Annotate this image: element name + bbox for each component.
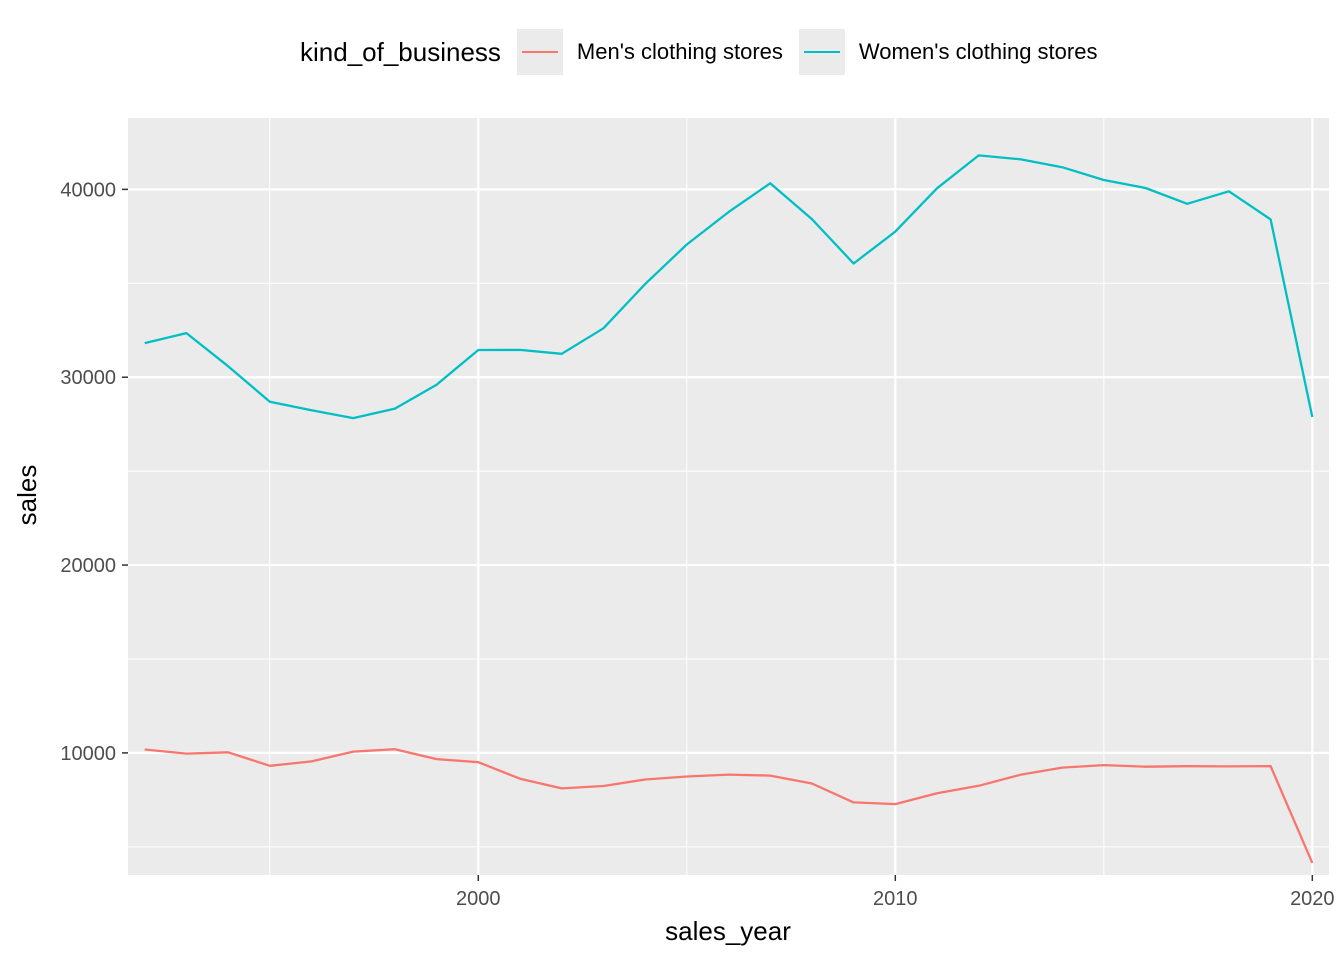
- x-tick-label: 2010: [873, 888, 918, 910]
- legend-title: kind_of_business: [300, 36, 501, 67]
- plot-panel: [128, 118, 1329, 875]
- x-axis-title: sales_year: [665, 916, 791, 946]
- legend-label-mens: Men's clothing stores: [576, 39, 783, 64]
- minor-gridlines: [128, 118, 1329, 875]
- y-tick-label: 20000: [60, 555, 116, 577]
- legend-key-mens: [516, 29, 563, 75]
- legend-label-womens: Women's clothing stores: [858, 39, 1098, 64]
- legend-item-mens: Men's clothing stores: [516, 29, 791, 75]
- y-tick-label: 10000: [60, 743, 116, 765]
- legend: kind_of_business Men's clothing stores W…: [300, 28, 1113, 76]
- y-tick-label: 40000: [60, 179, 116, 201]
- series-line-1: [144, 154, 1314, 420]
- series-lines: [144, 154, 1314, 864]
- legend-swatch-mens: [521, 51, 558, 53]
- major-gridlines: [128, 118, 1329, 875]
- y-tick-label: 30000: [60, 367, 116, 389]
- legend-key-womens: [798, 29, 845, 75]
- x-axis: 2000 2010 2020: [456, 875, 1335, 910]
- x-tick-label: 2020: [1290, 888, 1335, 910]
- legend-item-womens: Women's clothing stores: [798, 29, 1106, 75]
- y-axis-title: sales: [12, 465, 42, 526]
- series-line-0: [144, 748, 1314, 864]
- x-tick-label: 2000: [456, 888, 501, 910]
- y-axis: 10000 20000 30000 40000: [60, 179, 128, 765]
- legend-swatch-womens: [803, 51, 840, 53]
